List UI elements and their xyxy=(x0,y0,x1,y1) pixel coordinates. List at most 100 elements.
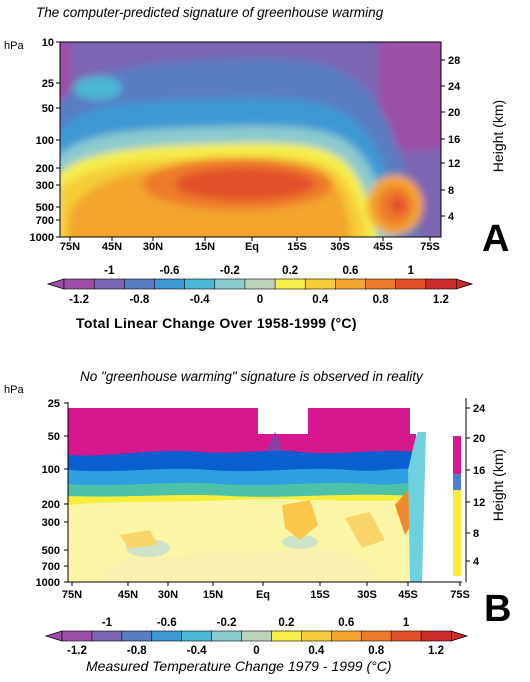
chart-a-colorbar-bottom-label: 0 xyxy=(257,294,263,306)
chart-b-colorbar-top-label: 0.6 xyxy=(338,617,354,629)
chart-a-colorbar-swatch xyxy=(93,278,126,290)
chart-b-x-tick-label: 75S xyxy=(450,589,470,601)
chart-b-colorbar-swatch xyxy=(61,630,93,642)
chart-a-y-tick-label: 25 xyxy=(42,78,54,90)
chart-a-colorbar-bottom-label: -1.2 xyxy=(69,294,89,306)
chart-a-colorbar-bottom-label: 1.2 xyxy=(433,294,449,306)
chart-a-y-unit: hPa xyxy=(4,40,24,52)
chart-a-y-tick-label: 300 xyxy=(36,180,54,192)
chart-b-x-tick-label: 45N xyxy=(118,589,138,601)
chart-a-height-tick-label: 24 xyxy=(448,81,461,93)
chart-b-colorbar-swatch xyxy=(331,630,363,642)
chart-b-colorbar-swatch xyxy=(211,630,243,642)
chart-b-gap xyxy=(258,408,308,434)
chart-b-height-tick-label: 4 xyxy=(473,556,480,568)
chart-b-colorbar-swatch xyxy=(420,630,452,642)
chart-b-height-tick-label: 20 xyxy=(473,433,485,445)
chart-a-colorbar-left-arrow xyxy=(46,278,65,290)
chart-b-height-tick-label: 12 xyxy=(473,497,485,509)
chart-b-colorbar-bottom-label: -0.4 xyxy=(187,645,207,657)
chart-a-colorbar-swatch xyxy=(304,278,337,290)
chart-b-colorbar-bottom-label: 1.2 xyxy=(428,645,444,657)
chart-b-colorbar-left-arrow xyxy=(44,630,63,642)
chart-b-y-unit: hPa xyxy=(4,384,24,396)
chart-a-colorbar-swatch xyxy=(244,278,276,290)
chart-a-colorbar-swatch xyxy=(365,278,397,290)
chart-b-colorbar-top-label: -0.6 xyxy=(157,617,177,629)
chart-b-colorbar: -1 -0.6 -0.2 0.2 0.6 1 -1.2 -0.8 -0.4 0 0.4 0.8 1.2 xyxy=(44,617,469,657)
chart-b-x-tick-label: 15S xyxy=(310,589,330,601)
chart-b-y-tick-label: 25 xyxy=(48,398,60,410)
panel-letter-a: A xyxy=(482,218,510,260)
chart-b-x-tick-label: 75N xyxy=(62,589,82,601)
chart-b-y-tick-label: 200 xyxy=(42,499,60,511)
panel-letter-b: B xyxy=(484,588,512,630)
chart-b-y-tick-label: 300 xyxy=(42,517,60,529)
chart-b-colorbar-bottom-label: 0.8 xyxy=(368,645,385,657)
chart-a-height-tick-label: 8 xyxy=(448,185,454,197)
chart-b-height-tick-label: 16 xyxy=(473,465,485,477)
chart-a-y-tick-label: 700 xyxy=(36,215,54,227)
chart-b-y-tick-label: 1000 xyxy=(36,577,60,589)
chart-b-x-tick-label: 45S xyxy=(398,589,418,601)
chart-b-colorbar-swatch xyxy=(301,630,333,642)
chart-b-colorbar-swatch xyxy=(121,630,153,642)
chart-b-colorbar-bottom-label: 0 xyxy=(253,645,259,657)
chart-a-colorbar-top-label: 0.2 xyxy=(282,265,298,277)
chart-b-x-tick-label: 30S xyxy=(357,589,377,601)
chart-b-colorbar-top-label: 0.2 xyxy=(278,617,294,629)
chart-b-y-tick-label: 50 xyxy=(48,431,60,443)
chart-a-y-tick-label: 500 xyxy=(36,202,54,214)
chart-a-colorbar-top-label: 1 xyxy=(408,265,415,277)
chart-a-colorbar-top-label: -0.6 xyxy=(160,265,180,277)
chart-b-x-tick-label: 30N xyxy=(158,589,178,601)
chart-a-x-tick-label: 30S xyxy=(330,241,350,253)
chart-b-colorbar-swatch xyxy=(390,630,422,642)
chart-a-height-tick-label: 4 xyxy=(448,211,455,223)
chart-b-x-tick-label: Eq xyxy=(256,589,270,601)
chart-a-colorbar-top-label: -1 xyxy=(104,265,115,277)
chart-b-field xyxy=(68,408,416,582)
chart-b-colorbar-swatch xyxy=(360,630,392,642)
chart-b-colorbar-top-label: -0.2 xyxy=(217,617,237,629)
chart-a-colorbar-bottom-label: -0.8 xyxy=(129,294,149,306)
chart-b-colorbar-top-label: 1 xyxy=(403,617,410,629)
colorbar-b-caption: Measured Temperature Change 1979 - 1999 … xyxy=(86,658,392,674)
chart-a-height-tick-label: 28 xyxy=(448,55,460,67)
chart-b-title: No "greenhouse warming" signature is obs… xyxy=(80,369,423,384)
colorbar-a-caption: Total Linear Change Over 1958-1999 (°C) xyxy=(76,315,357,331)
chart-a-colorbar-swatch xyxy=(184,278,216,290)
chart-a-colorbar-bottom-label: 0.8 xyxy=(373,294,390,306)
chart-a-x-tick-label: 75N xyxy=(60,241,80,253)
chart-b-colorbar-swatch xyxy=(271,630,303,642)
chart-a-y-tick-label: 1000 xyxy=(30,232,54,244)
chart-a-colorbar-swatch xyxy=(395,278,427,290)
chart-b-colorbar-swatch xyxy=(91,630,123,642)
chart-a-colorbar-swatch xyxy=(214,278,246,290)
chart-b-y-tick-label: 700 xyxy=(42,561,60,573)
chart-a-x-tick-label: 45S xyxy=(373,241,393,253)
chart-b-colorbar-swatch xyxy=(241,630,273,642)
chart-a-colorbar-bottom-label: -0.4 xyxy=(190,294,210,306)
chart-a-y-tick-label: 100 xyxy=(36,135,54,147)
chart-a-colorbar-right-arrow xyxy=(455,278,474,290)
chart-a-colorbar-top-label: 0.6 xyxy=(342,265,358,277)
chart-b-height-tick-label: 8 xyxy=(473,528,479,540)
chart-a-colorbar: -1 -0.6 -0.2 0.2 0.6 1 -1.2 -0.8 -0.4 0 0.4 0.8 1.2 xyxy=(46,265,474,306)
chart-b-edge-strip xyxy=(408,432,426,582)
chart-a-x-tick-label: 15N xyxy=(195,241,215,253)
chart-a-colorbar-swatch xyxy=(63,278,95,290)
chart-b-colorbar-right-arrow xyxy=(450,630,469,642)
chart-b-height-tick-label: 24 xyxy=(473,403,486,415)
chart-b-colorbar-bottom-label: -1.2 xyxy=(67,645,87,657)
chart-b-colorbar-bottom-label: -0.8 xyxy=(127,645,147,657)
chart-a-colorbar-swatch xyxy=(124,278,156,290)
chart-b-colorbar-bottom-label: 0.4 xyxy=(308,645,325,657)
chart-a-colorbar-swatch xyxy=(274,278,307,290)
chart-a-x-tick-label: 30N xyxy=(143,241,163,253)
chart-b-colorbar-swatch xyxy=(181,630,213,642)
chart-a-x-tick-label: 45N xyxy=(102,241,122,253)
chart-a-y-tick-label: 50 xyxy=(42,103,54,115)
chart-a-colorbar-bottom-label: 0.4 xyxy=(312,294,329,306)
